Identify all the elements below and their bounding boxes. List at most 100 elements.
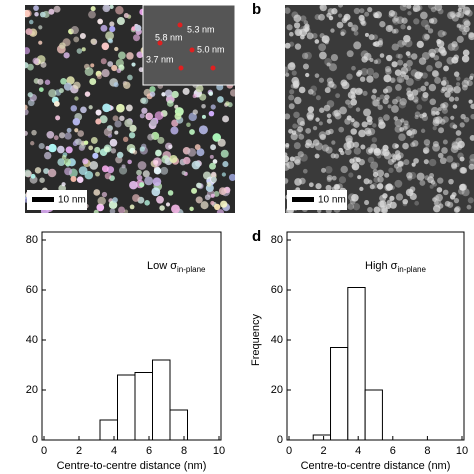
particle	[76, 176, 84, 184]
particle	[331, 175, 337, 181]
axes-frame	[286, 231, 465, 441]
particle	[403, 74, 410, 80]
particle	[461, 79, 470, 88]
particle	[401, 17, 408, 24]
particle	[92, 152, 99, 159]
annotation: Low σin-plane	[147, 260, 206, 274]
particle	[427, 5, 436, 10]
particle	[57, 158, 66, 166]
particle	[367, 128, 376, 136]
particle	[101, 42, 110, 51]
particle	[461, 55, 470, 63]
particle	[323, 104, 331, 112]
scale-bar	[292, 197, 314, 202]
particle	[365, 130, 372, 137]
particle	[367, 7, 373, 13]
particle	[115, 59, 124, 68]
particle	[420, 85, 427, 92]
particle	[441, 147, 448, 154]
x-tick-label: 6	[390, 445, 396, 457]
particle	[423, 149, 428, 154]
particle	[458, 24, 466, 32]
x-tick-label: 10	[213, 445, 225, 457]
particle	[391, 29, 397, 34]
particle	[422, 112, 427, 118]
particle	[397, 160, 404, 167]
particle	[303, 20, 309, 25]
y-tick-label: 80	[26, 234, 38, 246]
particle	[419, 180, 426, 186]
particle	[469, 153, 474, 162]
particle	[414, 200, 420, 206]
particle	[95, 118, 102, 125]
y-tick-label: 40	[26, 334, 38, 346]
particle	[424, 81, 429, 87]
particle	[405, 77, 414, 86]
particle	[293, 14, 302, 23]
particle	[363, 52, 372, 61]
particle	[230, 89, 235, 97]
particle	[293, 111, 300, 119]
particle	[383, 114, 390, 121]
particle	[212, 159, 218, 164]
particle	[291, 70, 297, 76]
particle	[124, 118, 133, 128]
particle	[424, 175, 430, 181]
particle	[144, 176, 154, 186]
particle	[294, 159, 301, 166]
particle	[61, 154, 67, 160]
particle	[139, 113, 145, 119]
particle	[338, 176, 347, 184]
particle	[351, 24, 359, 32]
bar	[99, 419, 118, 441]
x-tick-label: 10	[456, 445, 468, 457]
particle	[289, 31, 294, 37]
particle	[55, 115, 61, 121]
particle	[25, 108, 29, 116]
particle	[101, 191, 108, 198]
particle	[285, 72, 290, 77]
particle	[390, 11, 398, 18]
particle	[170, 126, 179, 135]
particle	[379, 200, 387, 208]
particle	[392, 154, 398, 160]
particle	[59, 42, 66, 49]
particle	[404, 123, 410, 130]
particle	[337, 5, 344, 8]
particle	[291, 76, 300, 85]
particle	[400, 71, 407, 77]
particle	[417, 87, 422, 93]
particle	[340, 29, 347, 36]
particle	[463, 116, 470, 123]
particle	[165, 202, 171, 207]
axes-frame	[41, 231, 222, 441]
particle	[65, 146, 73, 154]
particle	[430, 6, 437, 13]
particle	[209, 154, 214, 159]
particle	[103, 128, 113, 137]
particle	[225, 101, 230, 106]
particle	[350, 128, 357, 135]
particle	[442, 79, 450, 87]
particle	[388, 10, 395, 17]
particle	[37, 78, 44, 85]
particle	[73, 36, 80, 43]
particle	[318, 121, 323, 126]
particle	[97, 196, 106, 206]
particle	[346, 73, 353, 80]
particle	[420, 128, 426, 134]
particle	[202, 171, 212, 180]
particle	[218, 187, 227, 195]
particle	[285, 152, 288, 157]
particle	[27, 92, 33, 98]
particle	[305, 139, 312, 146]
particle	[368, 34, 375, 41]
particle	[289, 156, 295, 162]
particle	[326, 113, 332, 118]
annotation-sub: in-plane	[177, 265, 206, 274]
particle	[405, 51, 411, 56]
particle	[217, 138, 226, 147]
particle	[402, 201, 408, 207]
particle	[213, 203, 221, 211]
